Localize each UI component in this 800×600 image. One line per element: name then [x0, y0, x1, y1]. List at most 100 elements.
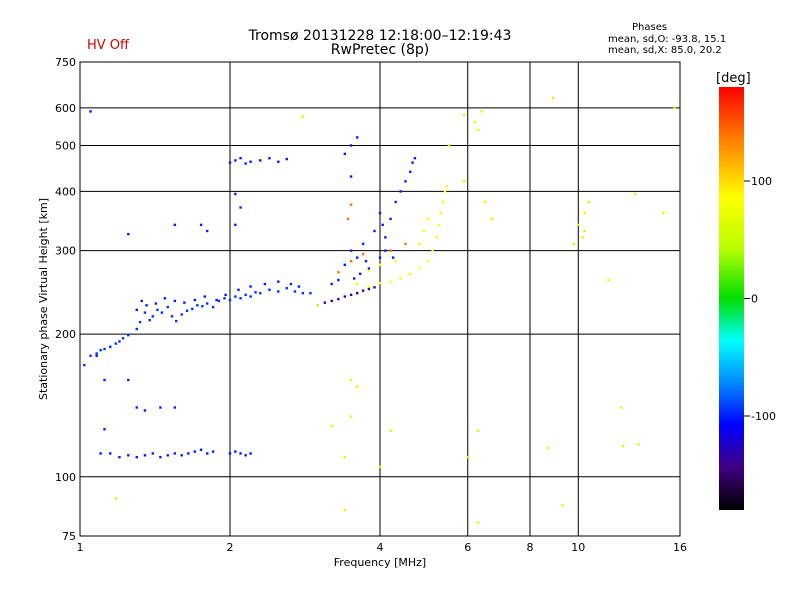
data-point — [587, 200, 591, 204]
data-point — [289, 282, 293, 286]
data-point — [127, 378, 130, 382]
data-point — [637, 443, 640, 446]
data-point — [620, 406, 623, 409]
data-point — [215, 298, 218, 302]
data-point — [443, 190, 447, 193]
data-point — [173, 406, 177, 409]
data-point — [277, 290, 280, 293]
data-point — [301, 291, 305, 295]
data-point — [203, 295, 206, 298]
data-point — [343, 509, 347, 512]
data-point — [355, 282, 359, 286]
data-point — [196, 304, 199, 307]
data-point — [239, 452, 242, 455]
data-point — [180, 454, 183, 457]
data-point — [378, 282, 382, 285]
data-point — [239, 297, 242, 300]
data-point — [191, 307, 194, 311]
data-point — [135, 308, 138, 312]
data-point — [323, 301, 327, 304]
data-point — [99, 348, 102, 352]
data-point — [285, 157, 288, 161]
x-tick-label: 10 — [571, 541, 585, 554]
data-point — [447, 144, 451, 147]
data-point — [109, 452, 112, 455]
data-point — [268, 157, 271, 160]
data-point — [435, 236, 438, 239]
data-point — [135, 455, 138, 459]
data-point — [103, 347, 106, 351]
data-point — [367, 287, 371, 291]
data-point — [441, 200, 445, 204]
data-point — [259, 291, 262, 295]
data-point — [427, 217, 430, 221]
x-tick-label: 16 — [673, 541, 687, 554]
data-point — [364, 259, 368, 263]
data-point — [477, 429, 480, 433]
data-point — [301, 115, 305, 118]
data-point — [159, 406, 162, 409]
data-point — [389, 217, 392, 221]
data-point — [330, 299, 333, 303]
data-point — [211, 450, 215, 453]
data-point — [477, 521, 480, 524]
data-point — [173, 223, 177, 227]
data-point — [127, 232, 130, 236]
y-axis: 75 100 200 300 400 500 600 750 — [55, 56, 76, 543]
data-point — [399, 277, 402, 280]
data-point — [427, 259, 430, 263]
y-tick-label: 750 — [55, 56, 76, 69]
data-point — [343, 152, 347, 156]
data-point — [330, 424, 333, 428]
plot-frame — [79, 61, 681, 537]
data-point — [462, 113, 466, 117]
data-point — [404, 242, 407, 246]
data-point — [399, 190, 402, 193]
data-point — [349, 203, 353, 206]
data-point — [577, 223, 580, 227]
data-point — [103, 428, 106, 431]
data-point — [263, 282, 267, 286]
data-point — [234, 223, 237, 227]
data-point — [422, 229, 426, 233]
colorbar-ticks: 100 0 -100 — [744, 175, 776, 423]
data-point — [127, 333, 130, 337]
data-points — [83, 96, 676, 524]
x-tick-label: 1 — [77, 541, 84, 554]
data-point — [316, 304, 319, 307]
data-point — [561, 504, 564, 507]
data-point — [254, 291, 257, 294]
data-point — [109, 345, 112, 349]
data-point — [373, 286, 376, 289]
data-point — [199, 448, 203, 452]
data-point — [490, 217, 493, 221]
data-point — [160, 311, 164, 314]
data-point — [413, 157, 417, 160]
data-point — [183, 301, 186, 304]
data-point — [389, 249, 392, 252]
data-point — [661, 211, 665, 215]
data-point — [352, 277, 356, 280]
data-point — [355, 385, 359, 388]
data-point — [268, 288, 271, 292]
data-point — [234, 159, 237, 162]
data-point — [358, 272, 362, 276]
data-point — [166, 305, 169, 309]
colorbar-tick-label: 100 — [751, 175, 772, 188]
x-tick-label: 8 — [527, 541, 534, 554]
data-point — [151, 315, 155, 318]
y-tick-label: 75 — [62, 530, 76, 543]
data-point — [259, 159, 262, 162]
hv-status: HV Off — [87, 38, 130, 53]
data-point — [95, 354, 98, 357]
colorbar-unit: [deg] — [716, 71, 751, 86]
data-point — [581, 236, 584, 239]
data-point — [404, 180, 407, 183]
data-point — [118, 340, 121, 343]
data-point — [143, 409, 147, 412]
data-point — [480, 110, 483, 113]
data-point — [277, 280, 280, 283]
data-point — [621, 445, 625, 448]
data-point — [418, 242, 421, 246]
data-point — [361, 252, 365, 256]
